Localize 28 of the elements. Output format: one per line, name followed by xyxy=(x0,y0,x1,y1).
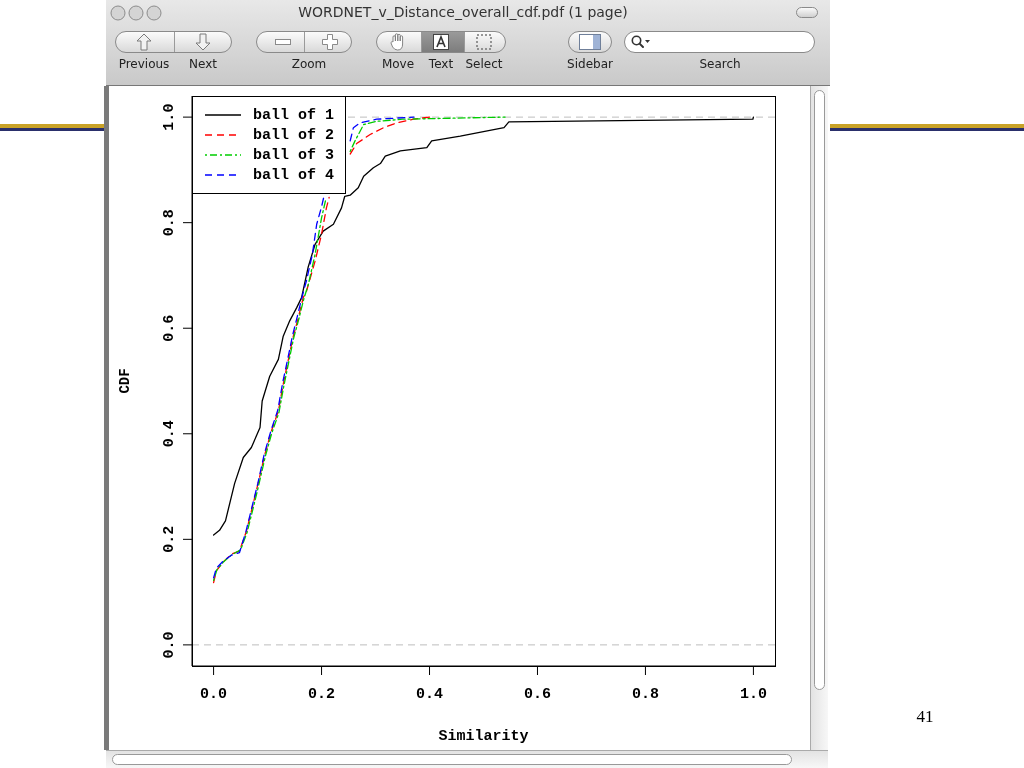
text: Search xyxy=(698,57,742,71)
text: Zoom xyxy=(290,57,328,71)
legend-label: ball of 2 xyxy=(253,126,335,144)
text: Sidebar xyxy=(566,57,614,71)
y-tick-label: 0.6 xyxy=(161,314,178,342)
x-tick-label: 0.0 xyxy=(200,685,228,703)
x-tick-label: 1.0 xyxy=(739,685,767,703)
legend-label: ball of 3 xyxy=(253,146,335,164)
legend-label: ball of 4 xyxy=(253,166,335,184)
x-tick-label: 0.6 xyxy=(523,685,551,703)
text: 41 xyxy=(915,707,935,727)
text: Previous xyxy=(117,57,171,71)
text: WORDNET_v_Distance_overall_cdf.pdf (1 page) xyxy=(297,4,629,20)
text: Text xyxy=(428,57,454,71)
y-tick-label: 0.8 xyxy=(161,209,178,237)
y-tick-label: 0.0 xyxy=(161,631,178,659)
y-tick-label: 0.4 xyxy=(161,420,178,448)
x-tick-label: 0.2 xyxy=(308,685,336,703)
x-tick-label: 0.4 xyxy=(416,685,444,703)
text: Next xyxy=(189,57,217,71)
y-tick-label: 0.2 xyxy=(161,525,178,553)
y-tick-label: 1.0 xyxy=(161,103,178,131)
x-axis-title: Similarity xyxy=(437,728,530,745)
text: Move xyxy=(381,57,415,71)
legend-label: ball of 1 xyxy=(253,106,335,124)
y-axis-title: CDF xyxy=(117,368,133,394)
x-tick-label: 0.8 xyxy=(631,685,659,703)
text: Select xyxy=(465,57,503,71)
